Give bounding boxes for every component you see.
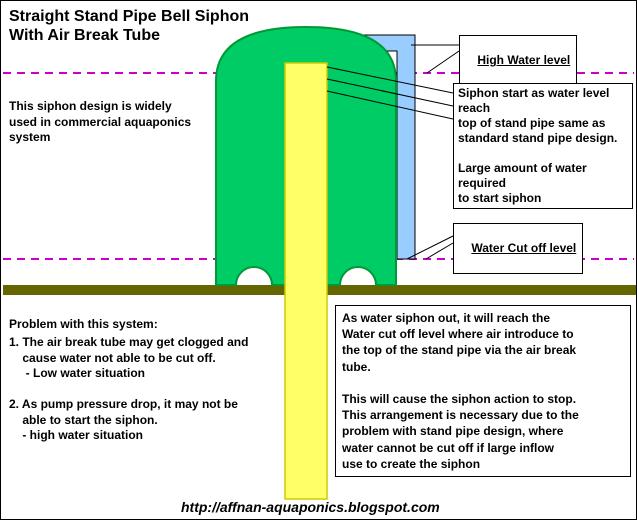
leader-cutoff-2 — [426, 243, 453, 259]
water-cutoff-label-text: Water Cut off level — [471, 241, 576, 255]
problem-2: 2. As pump pressure drop, it may not be … — [9, 397, 319, 444]
explanation-box: As water siphon out, it will reach the W… — [335, 305, 631, 477]
problems-heading: Problem with this system: — [9, 317, 309, 333]
diagram-canvas: Straight Stand Pipe Bell Siphon With Air… — [0, 0, 637, 520]
source-url: http://affnan-aquaponics.blogspot.com — [181, 499, 440, 515]
diagram-title: Straight Stand Pipe Bell Siphon With Air… — [9, 7, 249, 45]
siphon-start-box: Siphon start as water level reach top of… — [453, 83, 633, 209]
problem-1: 1. The air break tube may get clogged an… — [9, 335, 319, 382]
high-water-label-text: High Water level — [477, 53, 570, 67]
water-cutoff-label: Water Cut off level — [453, 223, 583, 274]
leader-highwater-2 — [427, 51, 459, 73]
high-water-label: High Water level — [459, 35, 577, 86]
description-text: This siphon design is widely used in com… — [9, 99, 209, 146]
